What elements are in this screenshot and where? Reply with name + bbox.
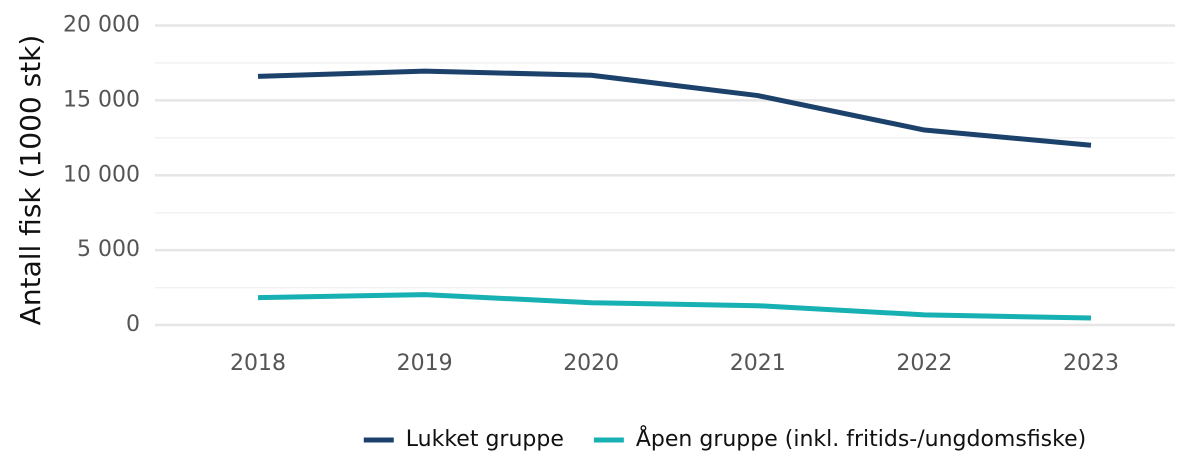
x-tick-label: 2021 — [730, 351, 786, 376]
x-tick-label: 2018 — [230, 351, 286, 376]
x-tick-label: 2020 — [563, 351, 619, 376]
y-tick-label: 20 000 — [63, 12, 140, 37]
series-line — [257, 292, 1092, 321]
series-line — [257, 68, 1092, 148]
y-tick-label: 5 000 — [77, 237, 140, 262]
y-tick-label: 0 — [126, 312, 140, 337]
y-axis-title: Antall fisk (1000 stk) — [14, 35, 47, 326]
legend-label: Lukket gruppe — [406, 427, 564, 452]
legend: Lukket gruppe Åpen gruppe (inkl. fritids-… — [363, 425, 1086, 452]
y-tick-label: 10 000 — [63, 162, 140, 187]
x-tick-label: 2023 — [1063, 351, 1119, 376]
y-tick-label: 15 000 — [63, 87, 140, 112]
x-tick-label: 2019 — [397, 351, 453, 376]
legend-label: Åpen gruppe (inkl. fritids-/ungdomsfiske… — [636, 425, 1086, 452]
x-tick-label: 2022 — [896, 351, 952, 376]
